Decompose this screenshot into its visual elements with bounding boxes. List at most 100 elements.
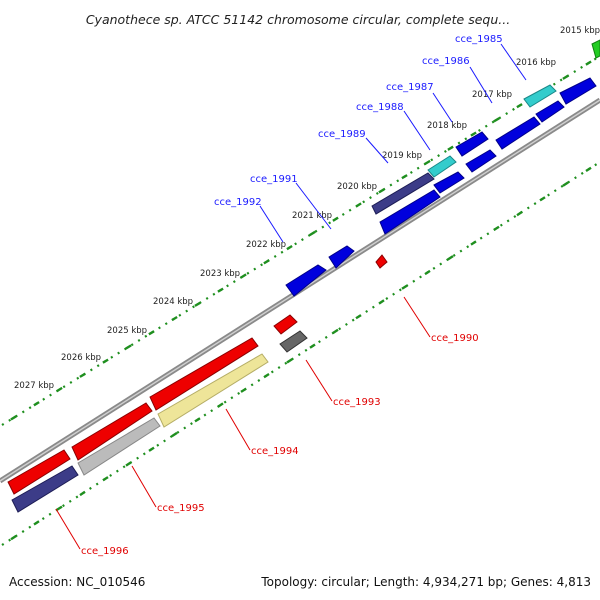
tick-mark <box>309 230 316 237</box>
gene-label-cce-1992: cce_1992 <box>214 197 262 208</box>
tick-mark <box>309 343 316 349</box>
gene-block[interactable] <box>149 337 259 411</box>
tick-mark <box>102 358 109 364</box>
tick-mark <box>240 387 247 393</box>
outer-major-ticks <box>10 60 592 421</box>
kbp-labels: 2015 kbp 2016 kbp 2017 kbp 2018 kbp 2019… <box>14 26 600 391</box>
gene-cce-1990[interactable] <box>375 254 388 269</box>
gene-label-cce-1985: cce_1985 <box>455 34 503 45</box>
tick-mark <box>171 431 178 438</box>
gene-cce-1996[interactable] <box>11 465 79 513</box>
tick-mark <box>470 240 477 246</box>
tick-mark <box>447 255 454 261</box>
gene-label-cce-1988: cce_1988 <box>356 102 404 113</box>
topology-summary: Topology: circular; Length: 4,934,271 bp… <box>260 575 591 589</box>
tick-mark <box>217 287 224 293</box>
tick-mark <box>79 372 86 378</box>
tick-mark <box>56 505 63 511</box>
kbp-label: 2026 kbp <box>61 353 101 363</box>
gene-label-cce-1996: cce_1996 <box>81 546 129 557</box>
inner-major-ticks <box>10 166 592 541</box>
tick-mark <box>516 103 523 109</box>
gene-label-cce-1993: cce_1993 <box>333 397 381 408</box>
kbp-label: 2019 kbp <box>382 151 422 161</box>
kbp-label: 2022 kbp <box>246 240 286 250</box>
kbp-label: 2021 kbp <box>292 211 332 221</box>
gene-cce-1992[interactable] <box>285 264 327 297</box>
outer-tick-track <box>1 55 600 426</box>
gene-block[interactable] <box>7 449 71 495</box>
tick-mark <box>33 401 40 407</box>
kbp-label: 2018 kbp <box>427 121 467 131</box>
tick-mark <box>240 273 247 279</box>
gene-block[interactable] <box>71 402 153 461</box>
kbp-label: 2024 kbp <box>153 297 193 307</box>
reverse-strand-genes <box>7 254 388 513</box>
forward-gene-labels: cce_1985 cce_1986 cce_1987 cce_1988 cce_… <box>214 34 527 243</box>
tick-mark <box>585 60 592 66</box>
gene-block[interactable] <box>455 131 489 157</box>
tick-mark <box>401 284 408 290</box>
gene-block[interactable] <box>279 330 308 353</box>
gene-cce-1986[interactable] <box>495 116 541 150</box>
gene-block[interactable] <box>591 39 600 59</box>
map-title: Cyanothece sp. ATCC 51142 chromosome cir… <box>86 12 510 27</box>
kbp-label: 2023 kbp <box>200 269 240 279</box>
gene-cce-1991[interactable] <box>328 245 355 269</box>
tick-mark <box>539 196 546 202</box>
tick-mark <box>79 490 86 497</box>
tick-mark <box>148 446 155 452</box>
tick-mark <box>217 402 224 408</box>
gene-block[interactable] <box>433 171 465 194</box>
gene-cce-1987[interactable] <box>427 155 457 178</box>
tick-mark <box>263 259 270 265</box>
gene-label-cce-1994: cce_1994 <box>251 446 299 457</box>
tick-mark <box>56 386 63 393</box>
tick-mark <box>148 330 155 336</box>
tick-mark <box>332 328 339 335</box>
tick-mark <box>263 372 270 379</box>
tick-mark <box>562 74 569 80</box>
tick-mark <box>562 181 569 187</box>
tick-mark <box>125 344 132 350</box>
gene-block[interactable] <box>559 77 597 105</box>
gene-cce-1988[interactable] <box>379 189 441 235</box>
gene-cce-1995[interactable] <box>77 417 161 476</box>
reverse-gene-labels: cce_1990 cce_1993 cce_1994 cce_1995 cce_… <box>55 296 479 557</box>
tick-mark <box>585 166 592 173</box>
tick-mark <box>10 534 17 541</box>
kbp-label: 2017 kbp <box>472 90 512 100</box>
gene-cce-1989[interactable] <box>371 172 435 215</box>
gene-cce-1985[interactable] <box>523 84 557 108</box>
tick-mark <box>286 244 293 251</box>
gene-label-cce-1995: cce_1995 <box>157 503 205 514</box>
tick-mark <box>401 174 408 180</box>
gene-label-cce-1990: cce_1990 <box>431 333 479 344</box>
tick-mark <box>125 461 132 467</box>
accession-text: Accession: NC_010546 <box>9 575 145 589</box>
gene-cce-1994[interactable] <box>157 353 269 428</box>
tick-mark <box>355 314 362 320</box>
tick-mark <box>378 299 385 305</box>
tick-mark <box>10 415 17 421</box>
gene-cce-1993[interactable] <box>273 314 298 335</box>
kbp-label: 2027 kbp <box>14 381 54 391</box>
tick-mark <box>194 301 201 307</box>
tick-mark <box>355 202 362 208</box>
tick-mark <box>424 269 431 276</box>
tick-mark <box>33 520 40 526</box>
tick-mark <box>171 315 178 322</box>
tick-mark <box>286 358 293 364</box>
tick-mark <box>194 417 201 423</box>
forward-strand-genes <box>285 39 600 297</box>
tick-mark <box>470 131 477 137</box>
tick-mark <box>102 476 109 482</box>
gene-label-cce-1987: cce_1987 <box>386 82 434 93</box>
gene-label-cce-1991: cce_1991 <box>250 174 298 185</box>
kbp-label: 2025 kbp <box>107 326 147 336</box>
kbp-label: 2015 kbp <box>560 26 600 36</box>
gene-block[interactable] <box>535 100 565 123</box>
tick-mark <box>493 225 500 231</box>
gene-block[interactable] <box>465 149 497 173</box>
